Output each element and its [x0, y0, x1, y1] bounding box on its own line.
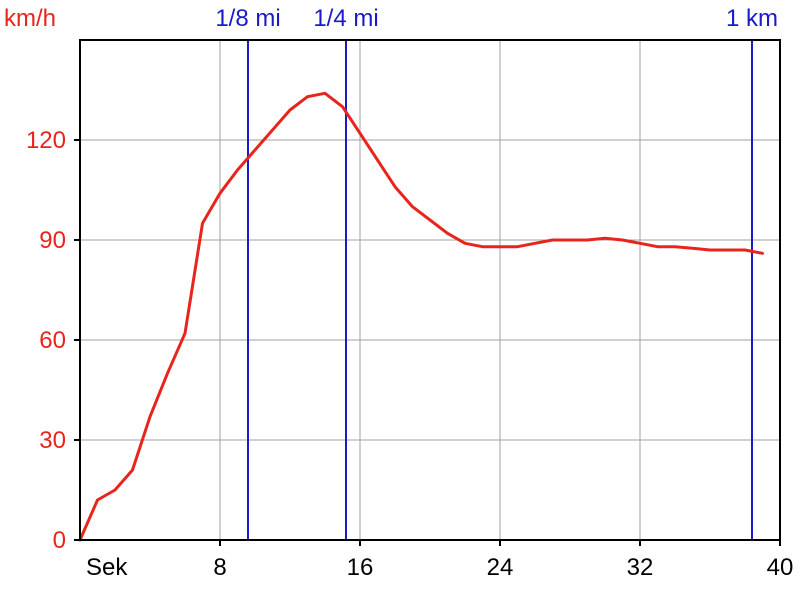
x-tick-label: 40 [767, 554, 794, 581]
y-tick-label: 30 [39, 427, 66, 454]
marker-label: 1 km [726, 5, 778, 32]
y-tick-label: 0 [53, 527, 66, 554]
grid [80, 40, 780, 540]
x-tick-label: 32 [627, 554, 654, 581]
y-tick-label: 90 [39, 227, 66, 254]
x-axis-label: Sek [86, 554, 128, 581]
x-axis-ticks: 8 16 24 32 40 [213, 540, 793, 581]
speed-line [78, 91, 764, 542]
marker-label: 1/8 mi [215, 5, 280, 32]
y-tick-label: 60 [39, 327, 66, 354]
x-tick-label: 8 [213, 554, 226, 581]
marker-label: 1/4 mi [313, 5, 378, 32]
y-axis-label: km/h [4, 5, 56, 32]
plot-frame [79, 39, 781, 541]
y-axis-ticks: 0 30 60 90 120 [26, 127, 80, 554]
distance-markers: 1/8 mi 1/4 mi 1 km [215, 5, 778, 540]
x-tick-label: 16 [347, 554, 374, 581]
y-tick-label: 120 [26, 127, 66, 154]
x-tick-label: 24 [487, 554, 514, 581]
